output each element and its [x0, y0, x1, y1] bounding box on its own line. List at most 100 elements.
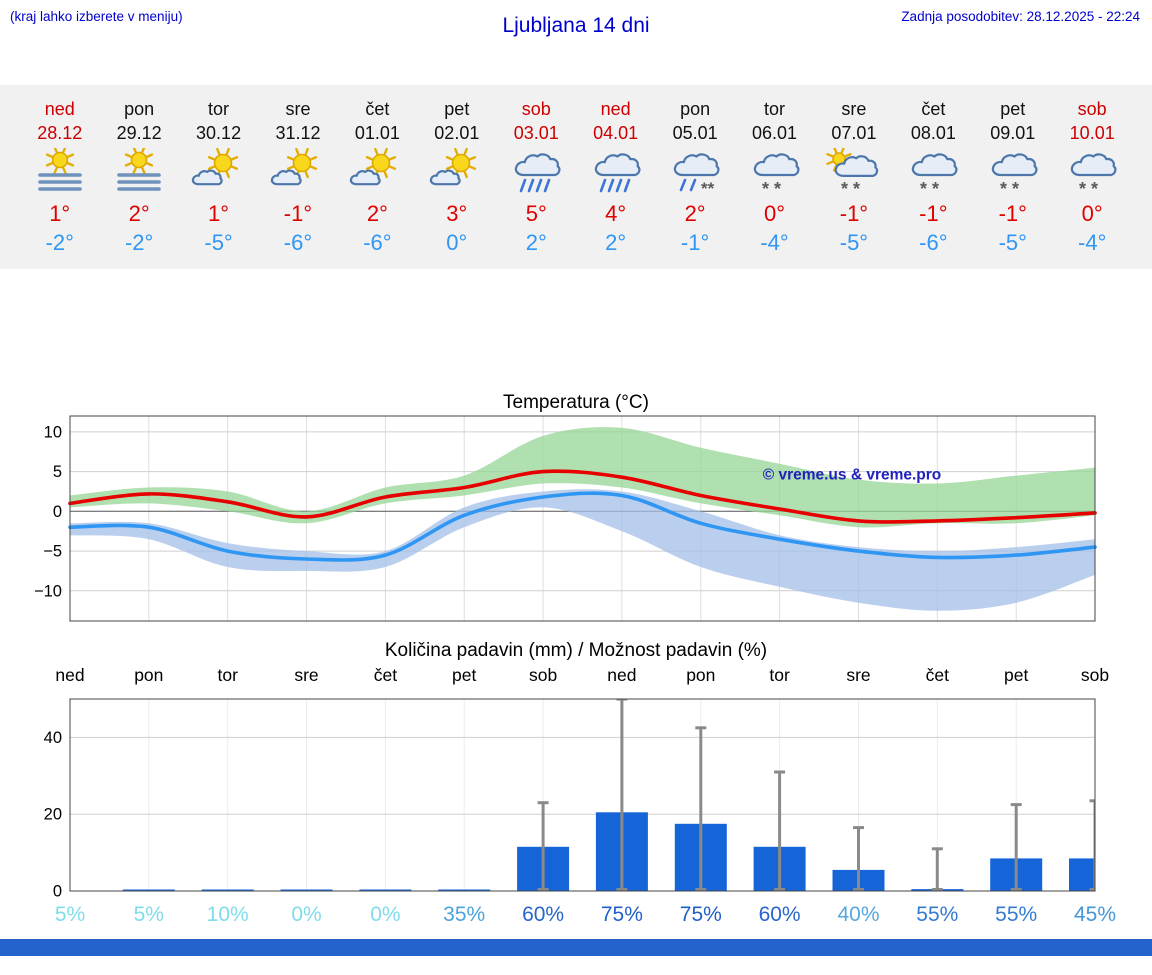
- precip-day-label: tor: [217, 665, 238, 685]
- precip-day-label: ned: [55, 665, 84, 685]
- day-low-temp: 2°: [605, 230, 627, 255]
- forecast-day[interactable]: ned 28.12 1° -2°: [20, 97, 99, 257]
- sun-cloud-icon: [350, 148, 397, 186]
- svg-text:−10: −10: [34, 582, 62, 600]
- day-icon-wrap: [179, 145, 258, 199]
- sun-fog-icon: [117, 148, 161, 191]
- day-high-temp: 2°: [366, 201, 388, 226]
- page-title: Ljubljana 14 dni: [502, 14, 650, 37]
- precip-percent: 5%: [134, 903, 164, 926]
- day-date: 31.12: [275, 123, 321, 143]
- forecast-day[interactable]: pon 29.12 2° -2°: [99, 97, 178, 257]
- precip-percent: 0%: [370, 903, 400, 926]
- top-bar: (kraj lahko izberete v meniju) Zadnja po…: [0, 0, 1152, 25]
- precip-bar: [438, 889, 491, 891]
- day-name: sre: [285, 99, 311, 119]
- forecast-day[interactable]: pet 09.01 * * -1° -5°: [973, 97, 1052, 257]
- precip-percent: 35%: [443, 903, 485, 926]
- day-icon-wrap: * *: [814, 145, 893, 199]
- precip-whisker: [616, 699, 628, 891]
- forecast-strip: ned 28.12 1° -2° pon 29.12 2° -2° tor 30.12 1° -5° s…: [0, 85, 1152, 269]
- forecast-day[interactable]: tor 30.12 1° -5°: [179, 97, 258, 257]
- day-name: tor: [764, 99, 786, 119]
- svg-text:−5: −5: [43, 543, 62, 561]
- forecast-day[interactable]: sre 31.12 -1° -6°: [258, 97, 337, 257]
- svg-text:* *: * *: [1000, 179, 1019, 196]
- forecast-day[interactable]: čet 01.01 2° -6°: [338, 97, 417, 257]
- band-Tmin-range: [70, 489, 1095, 611]
- precip-percent: 60%: [759, 903, 801, 926]
- forecast-day[interactable]: pet 02.01 3° 0°: [417, 97, 496, 257]
- day-high-temp: 4°: [605, 201, 627, 226]
- day-high-temp: 5°: [525, 201, 547, 226]
- forecast-day[interactable]: sob 10.01 * * 0° -4°: [1052, 97, 1131, 257]
- precip-bar: [280, 889, 333, 891]
- precip-whisker: [931, 847, 943, 891]
- forecast-day[interactable]: tor 06.01 * * 0° -4°: [735, 97, 814, 257]
- precip-day-label: sob: [1081, 665, 1109, 685]
- day-high-temp: -1°: [919, 201, 948, 226]
- day-low-temp: -4°: [1078, 230, 1107, 255]
- sun-cloud-icon: [270, 148, 318, 186]
- forecast-day[interactable]: sob 03.01 5° 2°: [497, 97, 576, 257]
- day-icon-wrap: [576, 145, 655, 199]
- day-name: sob: [521, 99, 551, 119]
- forecast-day[interactable]: sre 07.01 * * -1° -5°: [814, 97, 893, 257]
- precip-bar: [1069, 858, 1095, 891]
- precip-percent: 5%: [55, 903, 85, 926]
- svg-text:* *: * *: [1079, 179, 1098, 196]
- day-low-temp: -6°: [919, 230, 948, 255]
- day-name: ned: [44, 99, 75, 119]
- svg-text:10: 10: [44, 423, 62, 441]
- sun-cloud-icon: [191, 148, 238, 186]
- precip-bar: [359, 889, 412, 891]
- precip-whisker: [537, 801, 549, 891]
- snow-icon: * *: [1071, 153, 1117, 196]
- svg-text:* *: * *: [841, 179, 860, 196]
- snow-icon: * *: [991, 153, 1038, 196]
- svg-text:20: 20: [44, 806, 62, 824]
- snow-icon: * *: [912, 153, 958, 196]
- svg-text:40: 40: [44, 729, 62, 747]
- day-high-temp: 2°: [128, 201, 150, 226]
- day-icon-wrap: [338, 145, 417, 199]
- day-low-temp: -2°: [45, 230, 74, 255]
- day-date: 02.01: [434, 123, 480, 143]
- band-Tmax-range: [70, 427, 1095, 528]
- precip-day-label: čet: [374, 665, 397, 685]
- precip-whisker: [1089, 799, 1095, 891]
- day-icon-wrap: [497, 145, 576, 199]
- forecast-day[interactable]: ned 04.01 4° 2°: [576, 97, 655, 257]
- precipitation-chart: ned pon tor sre čet pet sob ned pon tor sre čet pet s…: [44, 665, 1116, 926]
- day-date: 05.01: [672, 123, 718, 143]
- day-high-temp: -1°: [998, 201, 1027, 226]
- day-date: 28.12: [37, 123, 83, 143]
- sun-fog-icon: [37, 148, 82, 191]
- precip-day-label: tor: [769, 665, 790, 685]
- precip-percent: 75%: [680, 903, 722, 926]
- sun-cloud-snow-icon: * *: [826, 148, 879, 196]
- precip-whisker: [1010, 803, 1022, 891]
- precip-day-label: sob: [529, 665, 557, 685]
- precip-day-label: čet: [926, 665, 949, 685]
- day-low-temp: 2°: [525, 230, 547, 255]
- forecast-day[interactable]: pon 05.01 ** 2° -1°: [655, 97, 734, 257]
- precip-day-label: pon: [134, 665, 163, 685]
- forecast-day[interactable]: čet 08.01 * * -1° -6°: [894, 97, 973, 257]
- precip-bar: [201, 889, 254, 891]
- precip-percent: 10%: [207, 903, 249, 926]
- day-low-temp: -2°: [124, 230, 154, 255]
- day-date: 08.01: [910, 123, 956, 143]
- day-low-temp: -5°: [998, 230, 1027, 255]
- day-name: tor: [208, 99, 230, 119]
- day-date: 09.01: [990, 123, 1036, 143]
- day-low-temp: -6°: [363, 230, 392, 255]
- precip-percent: 60%: [522, 903, 564, 926]
- day-icon-wrap: **: [655, 145, 734, 199]
- day-name: pet: [1000, 99, 1026, 119]
- svg-text:0: 0: [53, 883, 62, 901]
- temperature-chart: 10 5 0 −5 −10 © vreme.us & vreme.pro: [34, 415, 1097, 622]
- rain-icon: [515, 153, 561, 193]
- precip-day-label: ned: [607, 665, 636, 685]
- last-update: Zadnja posodobitev: 28.12.2025 - 22:24: [901, 9, 1140, 24]
